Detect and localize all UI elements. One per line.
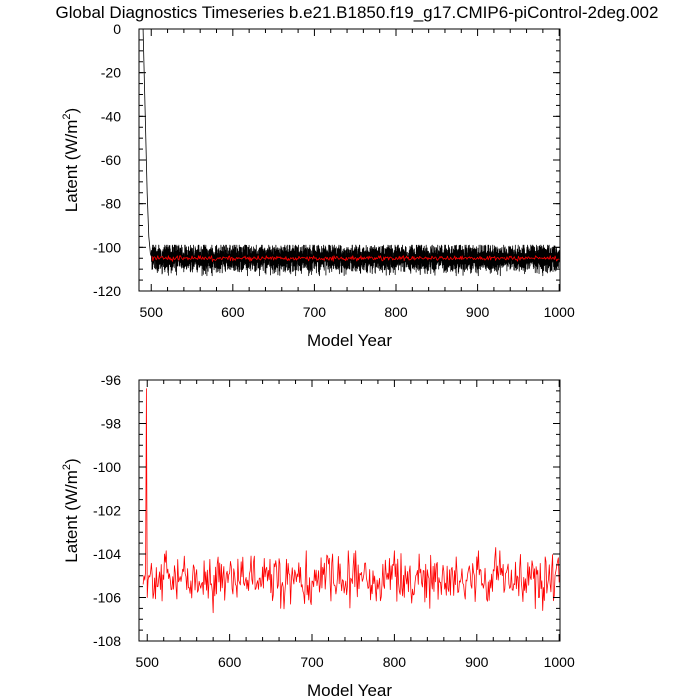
top-panel-y-axis-title-main: Latent (W/m [62,120,81,213]
top-panel-y-axis-title: Latent (W/m2) [61,108,81,212]
bottom-panel-y-axis-title: Latent (W/m2) [61,458,81,562]
top-panel: 500 600 700 800 900 1000 0 -20 -40 -60 -80 -100 -120… [61,21,575,350]
x-tick-label: 1000 [544,654,575,670]
top-panel-x-axis-title: Model Year [307,331,392,350]
top-panel-frame [138,28,561,292]
top-panel-y-axis-title-superscript: 2 [61,113,73,119]
y-tick-label: -102 [93,503,121,519]
y-tick-label: -100 [93,239,121,255]
y-tick-label: -80 [101,196,121,212]
y-tick-label: -98 [101,416,121,432]
x-tick-label: 500 [140,304,164,320]
chart-title: Global Diagnostics Timeseries b.e21.B185… [56,3,659,22]
annual-mean-series-line [151,255,560,262]
bottom-panel-series-group [142,388,560,614]
y-tick-label: -120 [93,283,121,299]
bottom-panel-y-axis-title-close: ) [62,458,81,464]
bottom-panel-y-axis-title-main: Latent (W/m [62,470,81,563]
x-tick-label: 800 [384,304,408,320]
x-tick-label: 600 [221,304,245,320]
y-tick-label: -20 [101,65,121,81]
y-tick-label: -104 [93,546,121,562]
y-tick-label: -96 [101,372,121,388]
bottom-panel: 500 600 700 800 900 1000 -96 -98 -100 -102 -104 -10… [61,372,575,700]
x-tick-label: 800 [383,654,407,670]
top-panel-ticks: 500 600 700 800 900 1000 0 -20 -40 -60 -80 -100 -120 [93,21,575,320]
y-tick-label: -108 [93,633,121,649]
x-tick-label: 900 [466,304,490,320]
bottom-panel-ticks: 500 600 700 800 900 1000 -96 -98 -100 -102 -104 -10… [93,372,575,670]
bottom-panel-x-axis-title: Model Year [307,681,392,700]
x-tick-label: 500 [136,654,160,670]
x-tick-label: 700 [300,654,324,670]
x-tick-label: 1000 [544,304,575,320]
y-tick-label: -106 [93,590,121,606]
bottom-panel-y-axis-title-superscript: 2 [61,464,73,470]
top-panel-series-group [142,28,560,277]
top-panel-y-axis-title-close: ) [62,108,81,114]
x-tick-label: 900 [465,654,489,670]
annual-mean-series-line [142,388,560,614]
bottom-panel-frame [138,379,561,642]
x-tick-label: 700 [303,304,327,320]
x-tick-label: 600 [218,654,242,670]
y-tick-label: 0 [113,21,121,37]
y-tick-label: -100 [93,459,121,475]
y-tick-label: -60 [101,152,121,168]
y-tick-label: -40 [101,108,121,124]
